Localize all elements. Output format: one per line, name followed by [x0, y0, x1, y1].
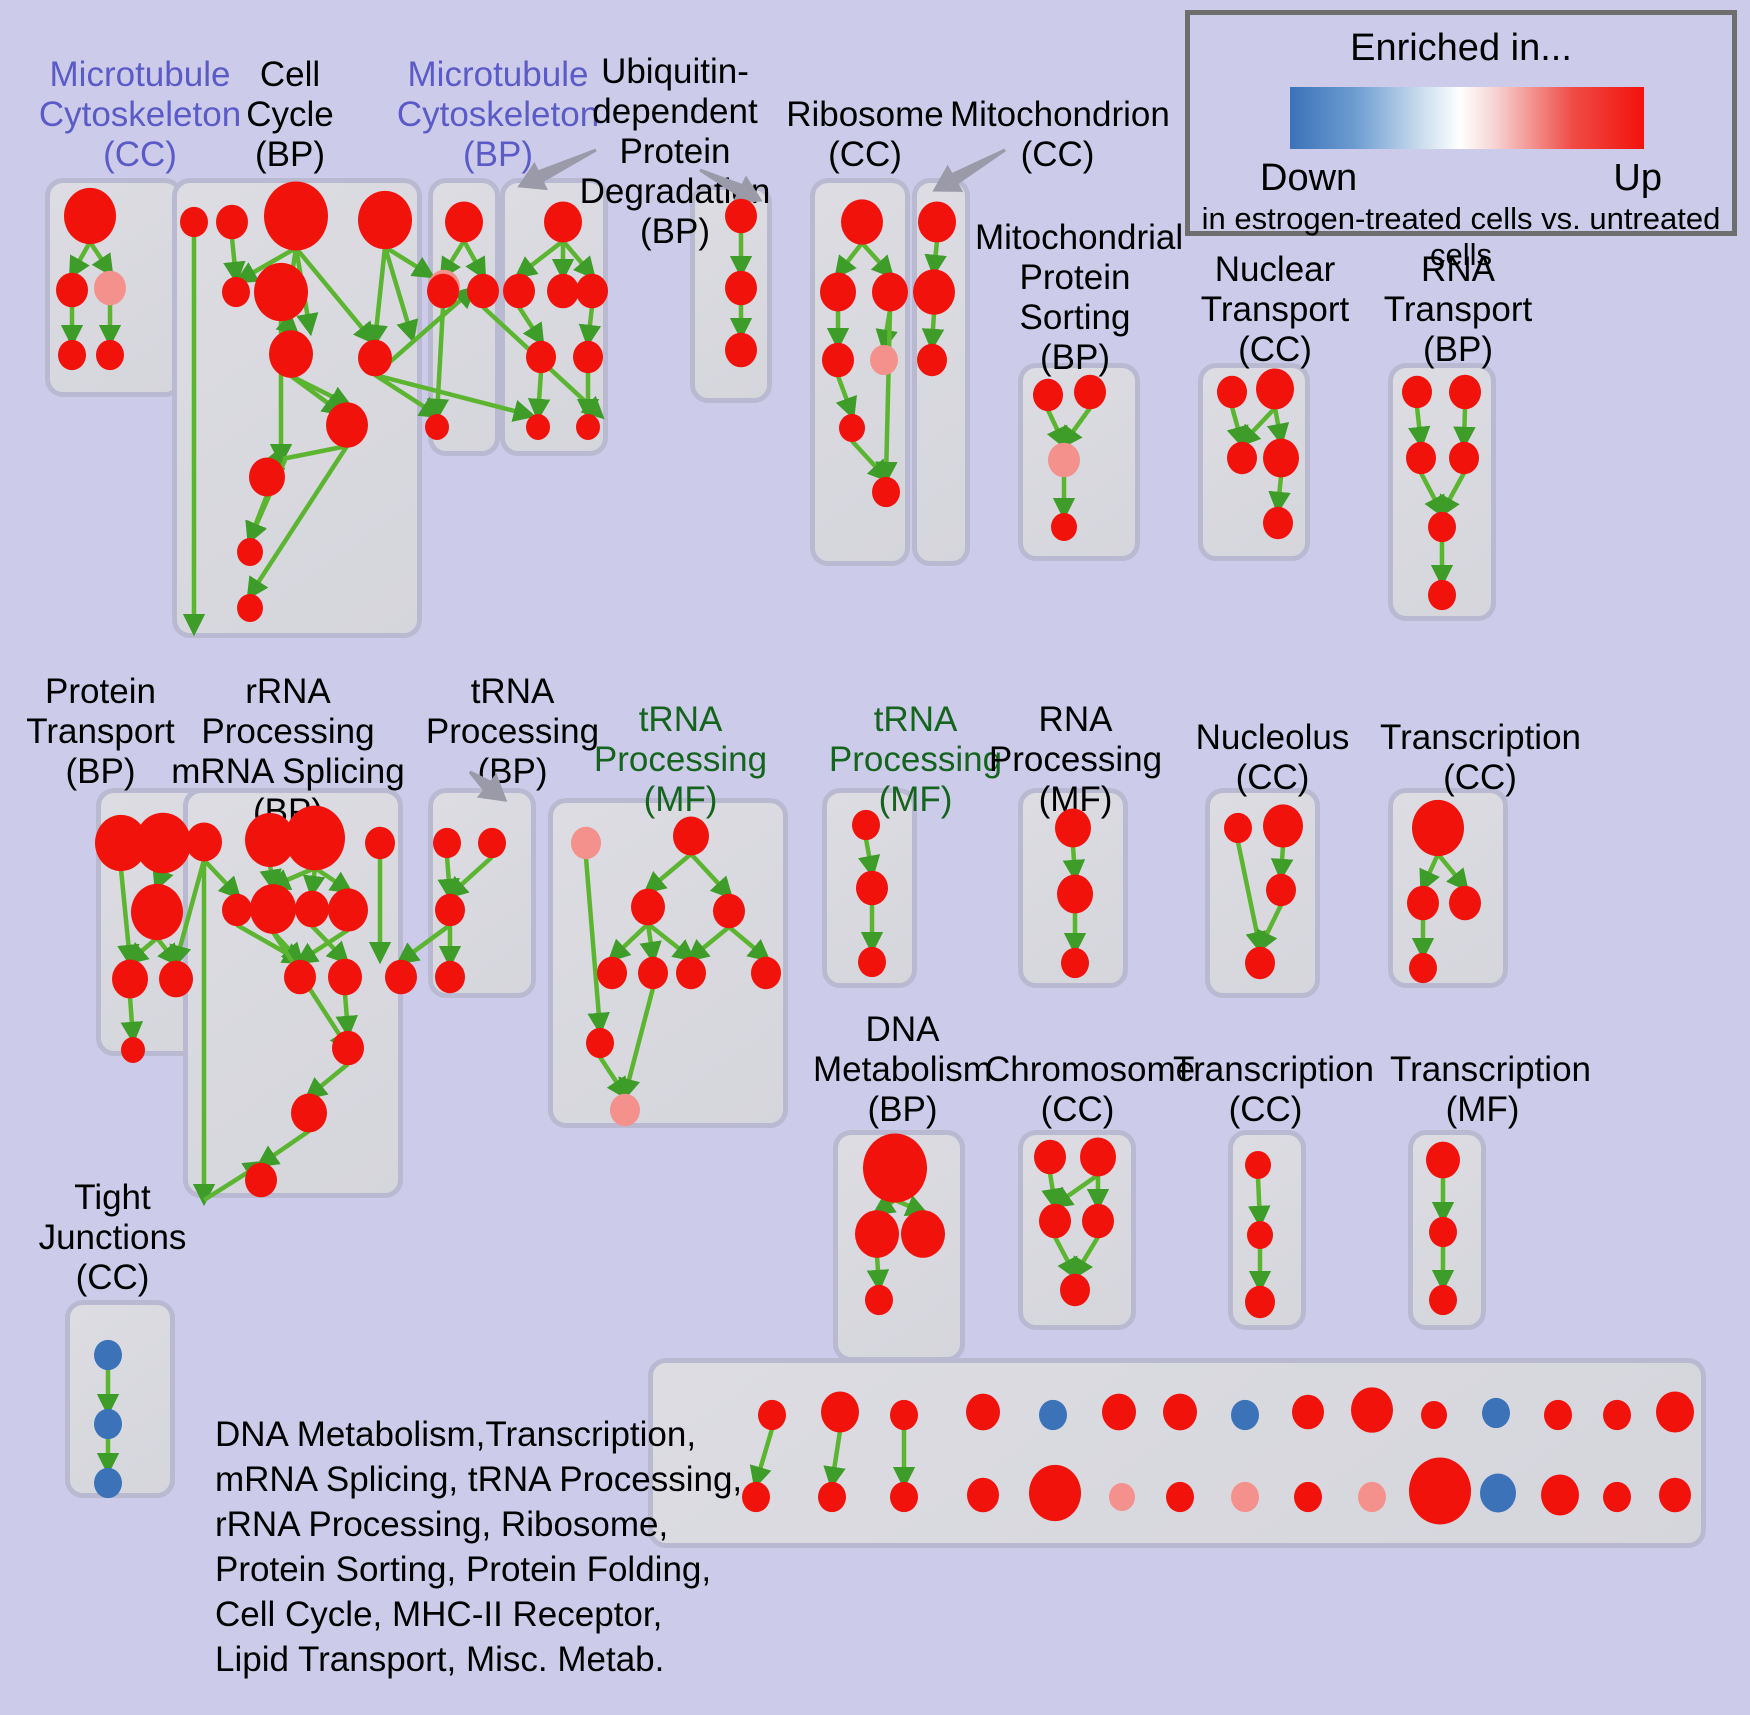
misc-cluster-text: DNA Metabolism,Transcription, mRNA Splic…: [215, 1415, 743, 1679]
cluster-label-microtubule-cytoskeleton-bp: Microtubule Cytoskeleton (BP): [396, 55, 600, 174]
cluster-label-ribosome-cc: Ribosome (CC): [786, 95, 944, 174]
cluster-label-rrna-processing-mrna-splicing-bp: rRNA Processing mRNA Splicing (BP): [171, 672, 405, 831]
legend-title: Enriched in...: [1350, 27, 1572, 69]
legend-low-label: Down: [1260, 157, 1358, 199]
cluster-box-transcription-mf[interactable]: [1408, 1130, 1486, 1330]
legend-panel: Enriched in... Down Up in estrogen-treat…: [1185, 10, 1737, 272]
cluster-label-transcription-mf: Transcription (MF): [1390, 1050, 1591, 1129]
cluster-label-trna-processing-mf-small: tRNA Processing (MF): [828, 700, 1003, 819]
cluster-box-ribosome-cc[interactable]: [810, 178, 910, 566]
cluster-label-nucleolus-cc: Nucleolus (CC): [1195, 718, 1350, 797]
cluster-box-transcription-cc-1[interactable]: [1388, 788, 1508, 988]
cluster-box-nucleolus-cc[interactable]: [1205, 788, 1320, 998]
cluster-box-dna-metabolism-bp[interactable]: [833, 1130, 965, 1362]
cluster-label-ubiquitin-dependent-protein-degradation-bp: Ubiquitin- dependent Protein Degradation…: [579, 52, 771, 251]
cluster-box-rrna-processing-mrna-splicing-bp[interactable]: [183, 788, 403, 1198]
cluster-label-tight-junctions-cc: Tight Junctions (CC): [38, 1178, 187, 1297]
cluster-label-mitochondrial-protein-sorting-bp: Mitochondrial Protein Sorting (BP): [975, 218, 1184, 377]
cluster-label-trna-processing-mf-large: tRNA Processing (MF): [593, 700, 768, 819]
cluster-label-chromosome-cc: Chromosome (CC): [985, 1050, 1196, 1129]
cluster-box-transcription-cc-2[interactable]: [1228, 1130, 1306, 1330]
cluster-box-trna-processing-bp[interactable]: [428, 788, 536, 998]
cluster-box-rna-transport-bp[interactable]: [1388, 363, 1496, 621]
cluster-box-tight-junctions-cc[interactable]: [65, 1300, 175, 1498]
legend-subtitle: in estrogen-treated cells vs. untreated …: [1201, 201, 1721, 272]
cluster-box-mitochondrial-protein-sorting-bp[interactable]: [1018, 363, 1140, 561]
cluster-box-mixed-misc-cluster[interactable]: [648, 1358, 1706, 1548]
cluster-box-microtubule-cytoskeleton-cc[interactable]: [45, 178, 183, 397]
cluster-box-trna-processing-mf-large[interactable]: [548, 798, 788, 1128]
cluster-label-protein-transport-bp: Protein Transport (BP): [26, 672, 175, 791]
cluster-label-rna-transport-bp: RNA Transport (BP): [1383, 250, 1533, 369]
cluster-label-dna-metabolism-bp: DNA Metabolism (BP): [813, 1010, 992, 1129]
cluster-box-microtubule-cytoskeleton-bp[interactable]: [428, 178, 500, 456]
cluster-box-nuclear-transport-cc[interactable]: [1198, 363, 1310, 561]
cluster-label-transcription-cc-2: Transcription (CC): [1173, 1050, 1374, 1129]
cluster-label-rna-processing-mf: RNA Processing (MF): [988, 700, 1163, 819]
cluster-box-cell-cycle-bp[interactable]: [172, 178, 422, 638]
cluster-label-trna-processing-bp: tRNA Processing (BP): [425, 672, 600, 791]
cluster-label-microtubule-cytoskeleton-cc: Microtubule Cytoskeleton (CC): [38, 55, 242, 174]
cluster-label-cell-cycle-bp: Cell Cycle (BP): [246, 55, 334, 174]
cluster-label-transcription-cc-1: Transcription (CC): [1380, 718, 1581, 797]
cluster-box-mitochondrion-cc[interactable]: [912, 178, 970, 566]
legend-high-label: Up: [1613, 157, 1662, 199]
cluster-label-mitochondrion-cc: Mitochondrion (CC): [950, 95, 1170, 174]
cluster-box-chromosome-cc[interactable]: [1018, 1130, 1136, 1330]
legend-color-bar: [1290, 87, 1644, 149]
cluster-label-nuclear-transport-cc: Nuclear Transport (CC): [1200, 250, 1350, 369]
